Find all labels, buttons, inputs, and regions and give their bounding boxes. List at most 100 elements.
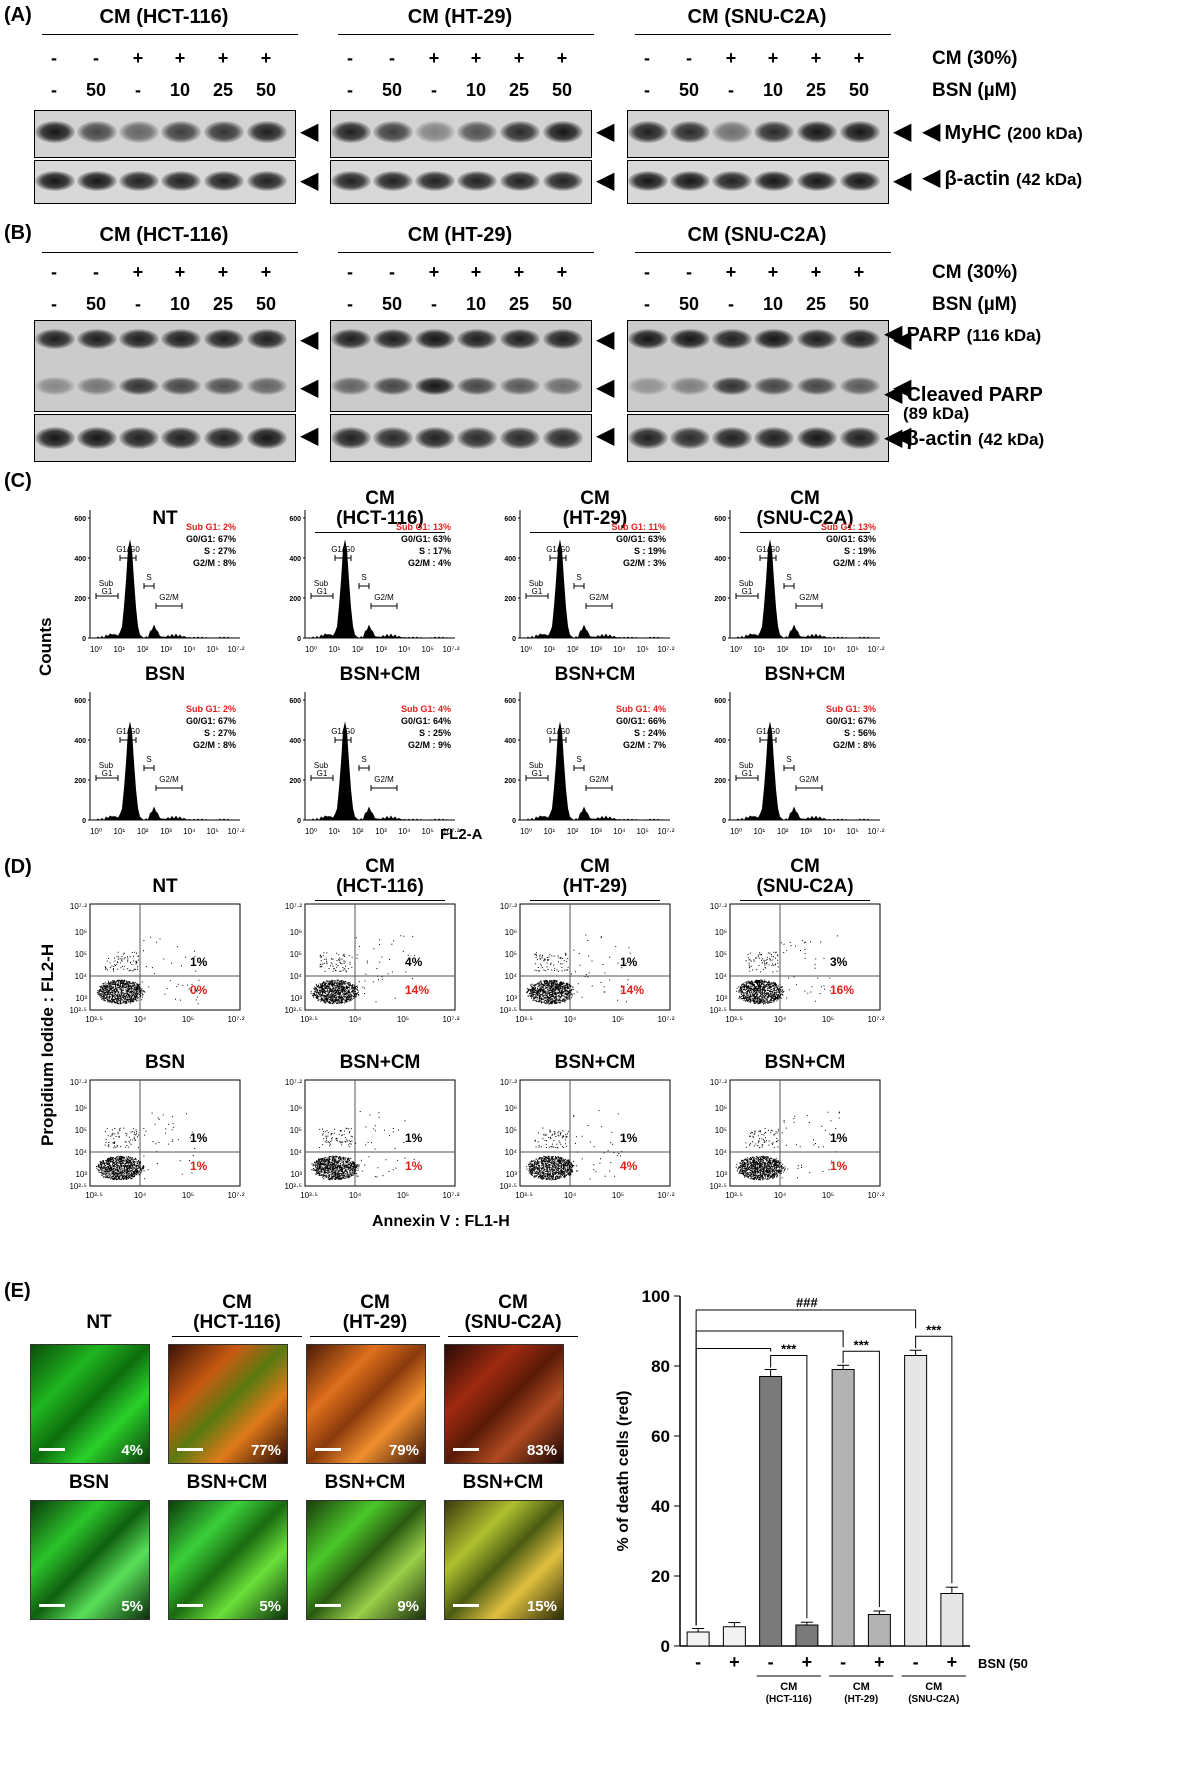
band (119, 377, 159, 395)
event-dots (526, 934, 631, 1005)
x-tick-label: 10⁵ (612, 1015, 624, 1024)
y-tick-label: 10⁵ (290, 1126, 302, 1135)
x-tick-label: 10⁰ (520, 827, 532, 836)
annexin-scatter-plot: 10²·⁵ 10³ 10⁴ 10⁵ 10⁶ 10⁷·² 10³·⁵ 10⁴ 10⁵ 10⁷·² 1%… (69, 902, 244, 1024)
x-tick-label: 10⁴ (774, 1191, 787, 1200)
plot-title: BSN+CM (186, 1472, 268, 1493)
subg1-stat: Sub G1: 11% (611, 522, 666, 532)
x-tick-label: 10¹ (329, 645, 341, 654)
y-tick-label: 10²·⁵ (709, 1182, 727, 1191)
plot-title: BSN+CM (339, 664, 421, 685)
bar (722, 1626, 746, 1647)
cm-sign: + (428, 262, 440, 282)
plot-subtitle: (HCT-116) (336, 876, 424, 897)
band (331, 171, 371, 191)
y-tick-label: 10³ (75, 994, 87, 1003)
protein-name: Cleaved PARP (906, 384, 1043, 406)
x-tick-label: 10⁵ (637, 827, 649, 836)
s-stat: S : 19% (844, 546, 876, 556)
band (712, 329, 752, 349)
bsn-dose: - (431, 80, 437, 100)
gate-label: Sub (529, 761, 544, 770)
g0g1-stat: G0/G1: 63% (616, 534, 666, 544)
x-tick-label: 10⁷·² (867, 827, 884, 836)
subg1-stat: Sub G1: 4% (616, 704, 666, 714)
bsn-dose: 25 (508, 80, 530, 100)
band (754, 427, 794, 449)
lower-right-percent: 1% (405, 1159, 423, 1173)
plot-frame (729, 903, 881, 1011)
band-arrow-icon: ◀ (893, 326, 912, 353)
y-tick-label: 10³ (715, 1170, 727, 1179)
x-tick-label: 10¹ (754, 645, 766, 654)
bsn-dose: - (135, 80, 141, 100)
annexin-scatter-plot: 10²·⁵ 10³ 10⁴ 10⁵ 10⁶ 10⁷·² 10³·⁵ 10⁴ 10⁵ 10⁷·² 3%… (709, 902, 884, 1024)
cm-sign: - (644, 262, 650, 282)
bsn-dose: - (728, 294, 734, 314)
y-tick-label: 200 (289, 778, 301, 785)
x-tick-label: 10⁵ (847, 645, 859, 654)
x-tick-label: 10⁰ (305, 827, 317, 836)
x-tick-label: 10⁷·² (867, 1015, 884, 1024)
y-tick-label: 10²·⁵ (499, 1006, 517, 1015)
y-tick-label: 60 (651, 1427, 670, 1446)
myhc-blot (330, 110, 592, 158)
bsn-sign-label: - (768, 1652, 774, 1672)
band (161, 377, 201, 395)
cell-cycle-histogram: 0 200 400 600 10⁰ 10¹ 10² 10³ 10⁴ 10⁵ 10⁷·² G1/G0 S G… (504, 692, 675, 836)
g0g1-stat: G0/G1: 63% (826, 534, 876, 544)
x-tick-label: 10³ (160, 827, 172, 836)
gate-label: G1 (532, 769, 543, 778)
band (247, 329, 287, 349)
scale-bar (39, 1604, 65, 1607)
bsn-dose: - (431, 294, 437, 314)
gate-label: G1 (742, 587, 753, 596)
gate-label: G2/M (589, 775, 609, 784)
subtitle-underline (740, 532, 870, 533)
band (543, 171, 583, 191)
subtitle-underline (448, 1336, 578, 1337)
gate-label: S (361, 573, 366, 582)
gate-label: Sub (739, 761, 754, 770)
band (797, 171, 837, 191)
x-tick-label: 10³ (800, 827, 812, 836)
x-tick-label: 10² (137, 827, 149, 836)
y-tick-label: 10⁴ (505, 972, 518, 981)
event-dots (735, 1111, 840, 1181)
y-tick-label: 0 (82, 636, 86, 643)
band (754, 329, 794, 349)
band (543, 121, 583, 143)
y-tick-label: 10⁴ (715, 1148, 728, 1157)
plot-title: BSN+CM (324, 1472, 406, 1493)
protein-name: β-actin (944, 168, 1011, 190)
subg1-stat: Sub G1: 2% (186, 704, 236, 714)
plot-subtitle: (SNU-C2A) (464, 1312, 562, 1333)
band (77, 171, 117, 191)
y-tick-label: 600 (289, 698, 301, 705)
y-tick-label: 0 (722, 818, 726, 825)
blot-group-underline (42, 252, 298, 253)
y-tick-label: 600 (504, 698, 516, 705)
band (457, 427, 497, 449)
cm-sign: + (513, 48, 525, 68)
g0g1-stat: G0/G1: 67% (186, 534, 236, 544)
y-tick-label: 10²·⁵ (69, 1182, 87, 1191)
panel-d-ylabel: Propidium Iodide : FL2-H (38, 943, 57, 1146)
fluorescence-micrograph: 5% (30, 1500, 150, 1620)
band-arrow-icon: ◀ (300, 422, 319, 449)
gate-label: Sub (99, 761, 114, 770)
x-tick-label: 10⁴ (398, 827, 411, 836)
x-tick-label: 10⁷·² (867, 645, 884, 654)
plot-title: BSN (68, 1472, 110, 1493)
scale-bar (315, 1448, 341, 1451)
band (797, 121, 837, 143)
cm-sign: + (725, 48, 737, 68)
band (797, 427, 837, 449)
bsn-dose: 50 (678, 80, 700, 100)
death-percent: 5% (121, 1598, 143, 1615)
band (204, 329, 244, 349)
gate-label: S (576, 573, 581, 582)
bsn-axis-label: BSN (50 µM) (978, 1656, 1028, 1671)
band (373, 171, 413, 191)
cm-sign: - (644, 48, 650, 68)
